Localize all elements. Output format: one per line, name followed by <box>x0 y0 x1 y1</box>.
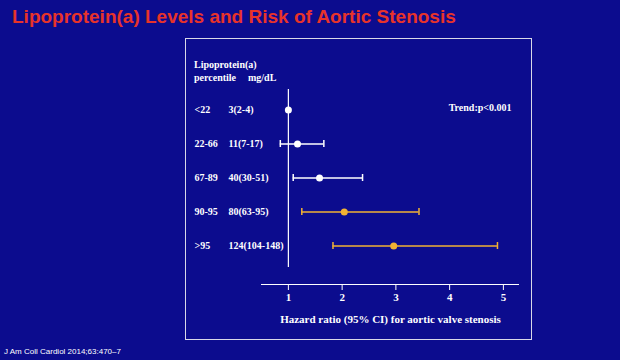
svg-text:Hazard ratio (95% CI) for aort: Hazard ratio (95% CI) for aortic valve s… <box>280 313 501 326</box>
svg-text:Trend:p<0.001: Trend:p<0.001 <box>449 102 512 113</box>
svg-text:1: 1 <box>286 291 292 303</box>
svg-text:3(2-4): 3(2-4) <box>229 104 254 116</box>
svg-text:11(7-17): 11(7-17) <box>229 138 263 150</box>
svg-text:3: 3 <box>393 291 399 303</box>
html-text:Lipoprotein(a) Levels and Risk: Lipoprotein(a) Levels and Risk of Aortic… <box>12 6 456 27</box>
svg-text:67-89: 67-89 <box>195 172 218 183</box>
svg-text:2: 2 <box>339 291 345 303</box>
svg-text:80(63-95): 80(63-95) <box>229 206 269 218</box>
html-text:J Am Coll Cardiol 2014;63:470–: J Am Coll Cardiol 2014;63:470–7 <box>4 347 121 356</box>
html-text:mg/dL: mg/dL <box>248 72 277 83</box>
svg-text:22-66: 22-66 <box>195 138 218 149</box>
svg-text:5: 5 <box>501 291 507 303</box>
svg-text:40(30-51): 40(30-51) <box>229 172 269 184</box>
svg-text:>95: >95 <box>195 240 211 251</box>
svg-text:4: 4 <box>447 291 453 303</box>
svg-text:124(104-148): 124(104-148) <box>229 240 284 252</box>
html-text:Lipoprotein(a): Lipoprotein(a) <box>194 59 257 70</box>
html-text:percentile: percentile <box>194 72 236 83</box>
svg-text:90-95: 90-95 <box>195 206 218 217</box>
svg-text:<22: <22 <box>195 104 211 115</box>
